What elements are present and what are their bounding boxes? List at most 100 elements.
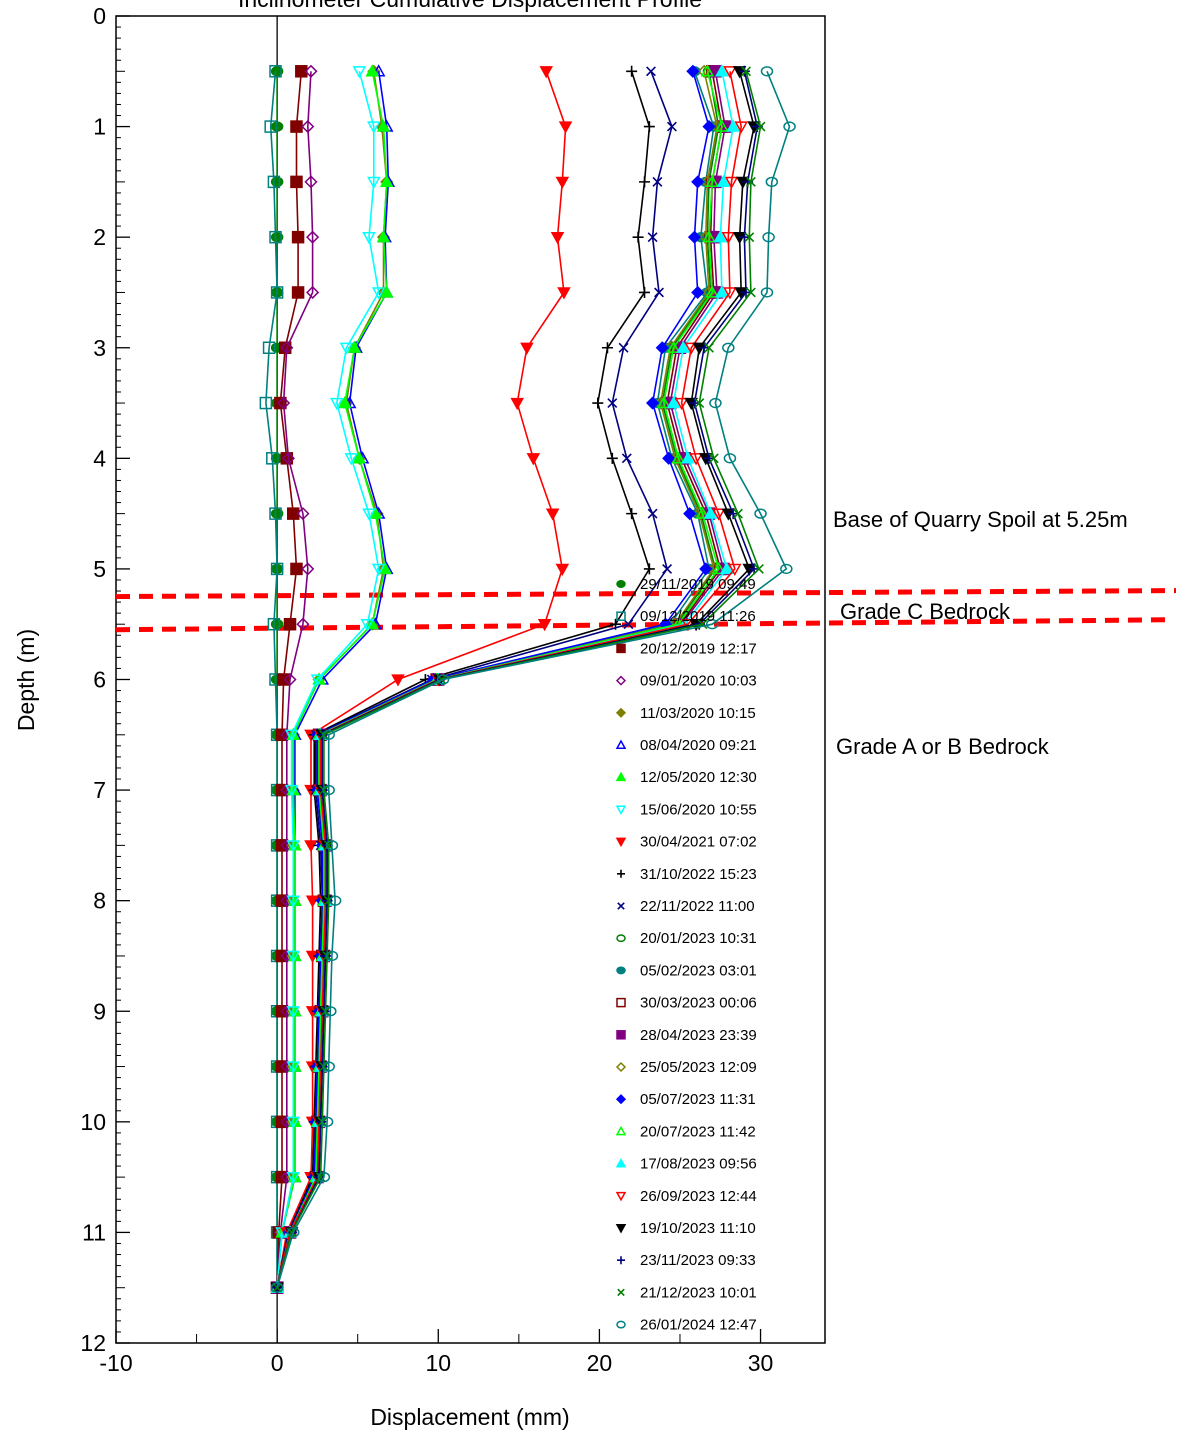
y-tick-label: 9 <box>93 998 106 1024</box>
data-point <box>681 451 695 464</box>
legend-label: 30/03/2023 00:06 <box>640 995 757 1012</box>
data-point <box>674 397 689 411</box>
data-point <box>371 64 386 77</box>
y-axis-title: Depth (m) <box>13 629 39 731</box>
data-point <box>741 66 752 77</box>
legend-label: 19/10/2023 11:10 <box>640 1220 756 1237</box>
legend-item: 20/07/2023 11:42 <box>615 1123 756 1140</box>
data-point <box>702 230 716 243</box>
x-tick-label: 10 <box>425 1350 451 1376</box>
data-point <box>671 451 686 464</box>
legend-item: 30/04/2021 07:02 <box>615 834 757 851</box>
data-point <box>269 230 282 244</box>
data-point <box>666 395 681 409</box>
legend-label: 09/12/2019 11:26 <box>640 608 756 625</box>
legend-item: 20/12/2019 12:17 <box>616 640 757 657</box>
data-point <box>646 396 660 410</box>
data-point <box>270 66 284 77</box>
legend-item: 09/12/2019 11:26 <box>616 608 756 625</box>
data-point <box>558 121 573 134</box>
data-point <box>362 508 376 521</box>
legend-label: 31/10/2022 15:23 <box>640 866 757 883</box>
data-point <box>360 619 375 632</box>
data-point <box>280 452 294 465</box>
data-point <box>376 230 391 243</box>
data-point <box>286 895 301 908</box>
data-point <box>278 341 292 354</box>
data-point <box>352 451 367 464</box>
data-point <box>539 66 554 79</box>
data-series <box>272 66 677 1293</box>
data-point <box>290 562 303 576</box>
data-point <box>616 1320 626 1329</box>
data-point <box>616 611 626 621</box>
data-point <box>647 232 658 243</box>
data-point <box>652 176 663 187</box>
legend-item: 25/05/2023 12:09 <box>615 1059 757 1076</box>
data-point <box>322 784 335 796</box>
data-point <box>615 739 627 749</box>
data-point <box>270 1282 284 1293</box>
data-point <box>267 175 281 189</box>
data-point <box>321 895 333 907</box>
data-point <box>301 562 315 576</box>
data-point <box>698 342 710 354</box>
y-tick-label: 10 <box>80 1109 106 1135</box>
data-point <box>510 397 525 411</box>
legend-item: 31/10/2022 15:23 <box>617 866 757 883</box>
legend-item: 09/01/2020 10:03 <box>615 673 757 690</box>
data-point <box>286 1171 301 1185</box>
data-point <box>379 174 394 188</box>
data-point <box>765 176 779 188</box>
legend-label: 26/09/2023 12:44 <box>640 1188 757 1205</box>
legend-label: 08/04/2020 09:21 <box>640 737 757 754</box>
data-point <box>618 342 629 353</box>
data-point <box>705 619 719 630</box>
data-point <box>615 837 627 848</box>
data-point <box>676 340 690 353</box>
data-point <box>296 507 310 521</box>
legend-label: 21/12/2023 10:01 <box>640 1284 757 1301</box>
data-point <box>694 398 705 409</box>
data-point <box>281 451 295 465</box>
legend-item: 17/08/2023 09:56 <box>615 1156 757 1173</box>
data-point <box>283 617 297 631</box>
data-point <box>666 121 677 132</box>
data-point <box>306 285 320 300</box>
data-point <box>274 396 287 410</box>
data-point <box>688 397 700 409</box>
data-point <box>617 869 625 878</box>
data-point <box>715 285 729 298</box>
data-point <box>318 1005 330 1017</box>
data-point <box>647 508 658 519</box>
legend-item: 05/02/2023 03:01 <box>616 962 757 979</box>
data-point <box>339 342 354 355</box>
reference-line <box>115 617 1173 633</box>
data-point <box>317 1171 331 1183</box>
y-tick-label: 1 <box>93 114 106 140</box>
data-point <box>286 1061 301 1074</box>
series-line <box>276 71 673 1288</box>
x-tick-label: 20 <box>587 1350 613 1376</box>
legend-label: 23/11/2023 09:33 <box>640 1252 756 1269</box>
data-point <box>734 121 748 134</box>
data-point <box>700 64 715 77</box>
y-tick-label: 7 <box>93 777 106 803</box>
data-point <box>762 232 775 243</box>
y-tick-label: 2 <box>93 224 106 250</box>
legend-label: 28/04/2023 23:39 <box>640 1027 757 1044</box>
annotation-label: Base of Quarry Spoil at 5.25m <box>833 507 1128 532</box>
data-point <box>657 395 671 409</box>
data-point <box>745 176 756 187</box>
data-point <box>270 562 284 576</box>
data-point <box>711 508 726 521</box>
data-point <box>287 507 300 520</box>
data-point <box>301 120 315 134</box>
data-point <box>329 397 344 411</box>
legend-item: 29/11/2019 09:49 <box>616 576 756 593</box>
data-point <box>655 341 669 355</box>
data-point <box>721 232 736 245</box>
data-point <box>379 285 394 298</box>
data-point <box>616 1030 626 1040</box>
data-point <box>632 231 644 243</box>
